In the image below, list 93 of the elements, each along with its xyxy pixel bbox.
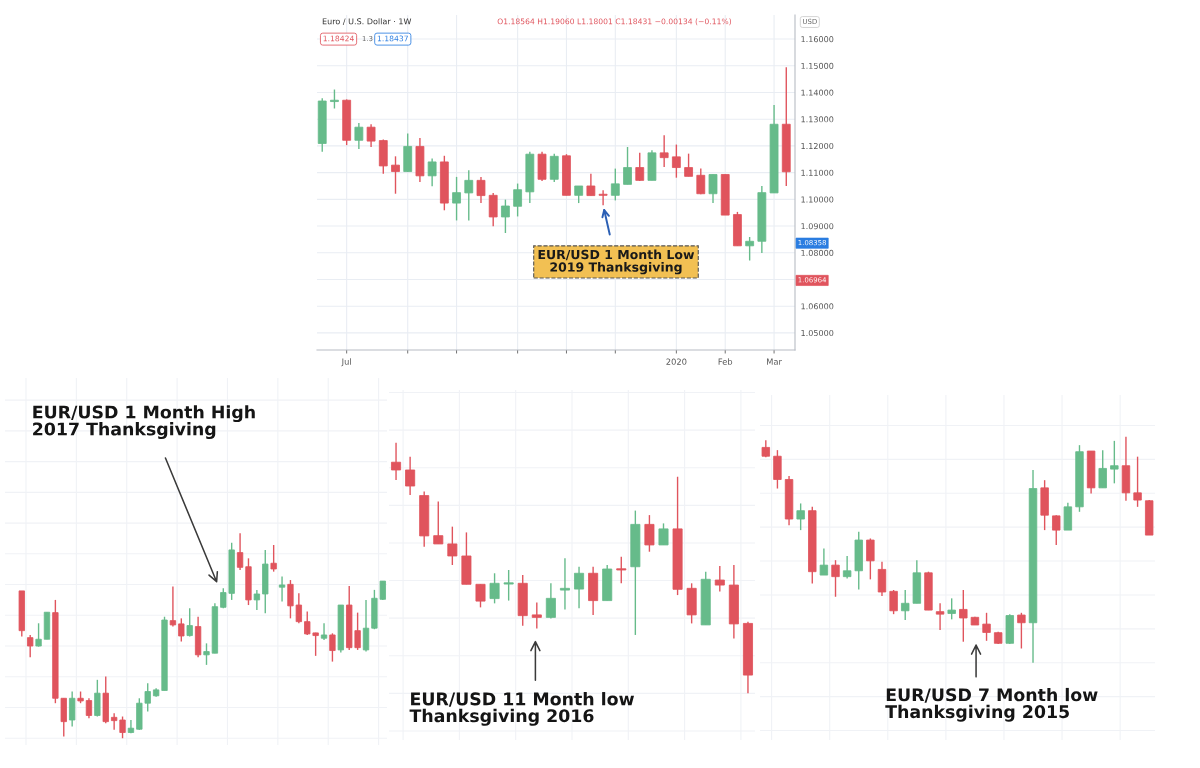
text: EUR/USD 7 Month low Thanksgiving 2015	[885, 687, 1098, 722]
text: EUR/USD 1 Month High 2017 Thanksgiving	[33, 405, 255, 440]
candlestick	[236, 532, 244, 571]
candlestick	[658, 522, 669, 546]
candlestick	[877, 561, 887, 597]
candlestick	[549, 152, 559, 183]
candlestick	[901, 589, 910, 621]
x-tick-label: Jul	[341, 358, 351, 367]
candlestick	[35, 622, 42, 648]
y-tick-label: 1.10000	[801, 196, 834, 203]
candlestick	[708, 173, 718, 204]
candlestick	[501, 198, 510, 234]
y-tick-label: 1.11000	[801, 169, 834, 176]
y-tick-label: 1.14000	[801, 89, 834, 96]
candlestick	[427, 157, 437, 187]
y-tick-label: 1.09000	[801, 223, 834, 230]
candlestick	[982, 612, 991, 642]
candlestick	[503, 569, 514, 602]
y-tick-label: 1.15000	[801, 62, 834, 69]
candlestick	[447, 525, 458, 566]
candlestick	[947, 597, 956, 621]
candlestick	[362, 599, 370, 653]
candlestick	[354, 122, 364, 150]
candlestick	[169, 585, 177, 628]
candlestick	[320, 622, 328, 641]
candlestick	[623, 146, 632, 186]
x-tick-label: Mar	[767, 358, 782, 365]
candlestick	[959, 589, 968, 643]
candlestick	[796, 502, 805, 531]
candlestick	[842, 555, 852, 580]
candlestick	[745, 236, 755, 262]
candlestick	[178, 617, 185, 643]
candlestick	[391, 441, 402, 481]
annotation: EUR/USD 1 Month Low 2019 Thanksgiving	[538, 249, 695, 275]
candlestick	[330, 88, 339, 110]
candlestick	[586, 172, 596, 197]
x-tick-label: 2020	[666, 358, 687, 365]
candlestick	[598, 189, 608, 206]
candlestick	[1133, 455, 1142, 508]
candlestick	[452, 176, 461, 222]
candlestick	[27, 634, 34, 658]
candlestick	[1098, 449, 1107, 489]
candlestick	[405, 455, 416, 496]
candlestick	[1052, 514, 1061, 546]
candlestick	[866, 537, 875, 581]
candlestick	[329, 632, 336, 663]
candlestick	[635, 152, 645, 182]
candlestick	[610, 167, 620, 202]
y-tick-label: 1.12000	[801, 142, 834, 150]
candlestick	[433, 500, 444, 545]
candlestick	[773, 449, 782, 490]
x-tick-label: Feb	[718, 358, 733, 365]
candlestick	[270, 544, 277, 573]
y-tick-label: 1.06000	[801, 303, 834, 310]
chart-title: Euro / U.S. Dollar · 1W	[322, 18, 412, 26]
candlestick	[935, 602, 945, 631]
candlestick	[889, 589, 898, 615]
candlestick	[1063, 502, 1073, 531]
y-tick-label: 1.16000	[801, 36, 834, 43]
candlestick	[203, 642, 210, 666]
y-tick-label: 1.08000	[801, 249, 834, 256]
candlestick	[476, 176, 486, 204]
candlestick	[819, 547, 829, 576]
candlestick	[684, 152, 693, 178]
candlestick	[1110, 440, 1119, 485]
candlestick	[714, 565, 725, 593]
candlestick	[545, 582, 556, 620]
candlestick	[278, 575, 286, 603]
candlestick	[1017, 612, 1026, 650]
candlestick	[574, 566, 585, 610]
annotation: EUR/USD 11 Month low Thanksgiving 2016	[409, 692, 634, 726]
candlestick	[489, 572, 500, 605]
candlestick	[475, 583, 486, 609]
candlestick	[186, 607, 193, 638]
candlestick	[69, 690, 76, 728]
candlestick	[253, 589, 261, 611]
candlestick	[671, 143, 681, 179]
candlestick	[644, 514, 655, 553]
candlestick	[85, 697, 93, 719]
candlestick	[531, 601, 542, 630]
candlestick	[616, 556, 627, 584]
candlestick	[559, 557, 570, 611]
candlestick	[488, 192, 498, 228]
candlestick	[94, 679, 101, 718]
candlestick	[464, 169, 474, 222]
candlestick	[831, 559, 840, 598]
candlestick	[696, 167, 706, 195]
y-tick-label: 1.13000	[801, 116, 834, 123]
candlestick	[391, 155, 400, 195]
y-tick-label: 1.05000	[801, 329, 834, 337]
candlestick	[366, 123, 376, 148]
candlestick	[513, 182, 523, 218]
candlestick	[659, 134, 669, 168]
